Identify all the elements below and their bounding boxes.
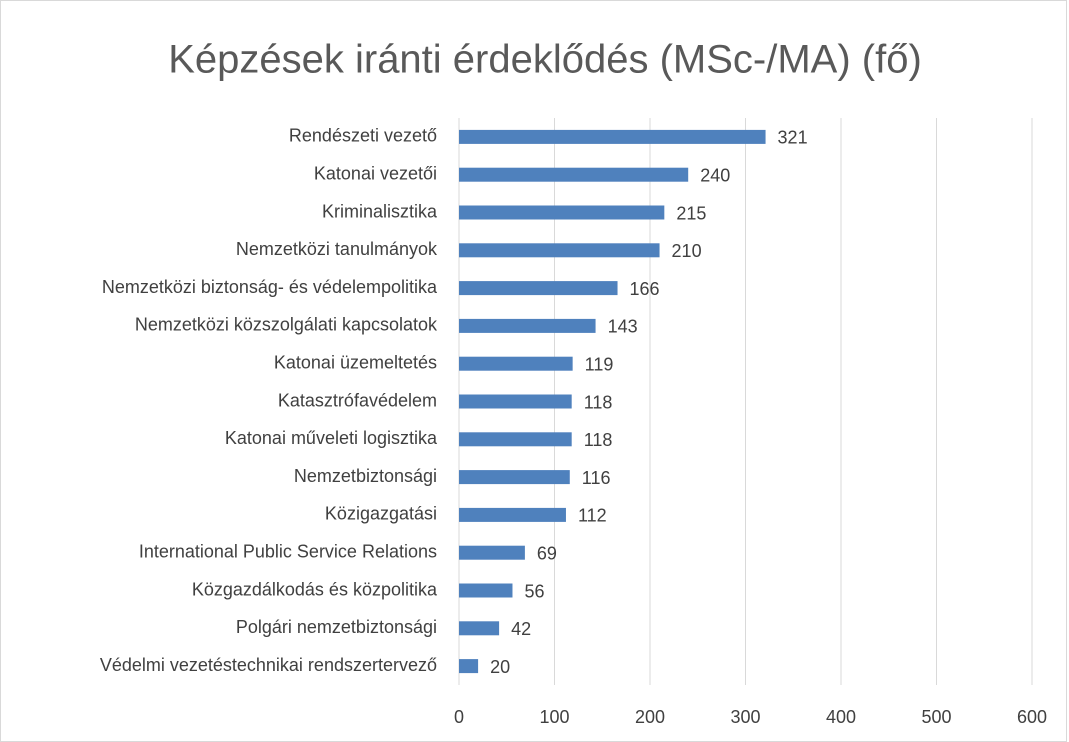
y-tick-label: Kriminalisztika [322,201,438,221]
y-tick-label: Katonai vezetői [314,163,437,183]
bar [459,432,572,447]
y-tick-label: Rendészeti vezető [289,126,437,146]
data-label: 321 [778,128,808,148]
y-tick-label: International Public Service Relations [139,541,437,561]
data-label: 69 [537,543,557,563]
y-tick-label: Közgazdálkodás és közpolitika [192,579,438,599]
bar [459,129,766,144]
data-label: 143 [608,317,638,337]
y-tick-label: Katasztrófavédelem [278,390,437,410]
x-tick-label: 400 [826,707,856,727]
x-tick-label: 200 [635,707,665,727]
data-label: 240 [700,165,730,185]
y-tick-label: Védelmi vezetéstechnikai rendszertervező [100,655,437,675]
bar [459,318,596,333]
bar [459,243,660,258]
x-tick-label: 100 [539,707,569,727]
chart-title: Képzések iránti érdeklődés (MSc-/MA) (fő… [168,38,922,82]
bar [459,205,665,220]
y-tick-label: Nemzetbiztonsági [294,466,437,486]
bar [459,659,479,674]
bar [459,545,525,560]
bar [459,583,513,598]
data-label: 116 [582,468,611,488]
y-tick-label: Polgári nemzetbiztonsági [236,617,437,637]
data-label: 118 [584,430,613,450]
x-tick-label: 0 [454,707,464,727]
data-label: 119 [585,354,614,374]
y-tick-label: Nemzetközi tanulmányok [236,239,438,259]
y-tick-label: Katonai műveleti logisztika [225,428,438,448]
bar [459,621,500,636]
bar [459,394,572,409]
bar [459,470,570,485]
data-label: 215 [676,203,706,223]
y-tick-label: Közigazgatási [325,504,437,524]
x-tick-label: 500 [921,707,951,727]
y-tick-label: Nemzetközi biztonság- és védelempolitika [102,277,438,297]
bar [459,281,618,296]
data-label: 166 [630,279,660,299]
bar [459,507,566,522]
data-label: 20 [490,657,510,677]
data-label: 210 [672,241,702,261]
bar [459,356,573,371]
data-label: 42 [511,619,531,639]
data-label: 118 [584,392,613,412]
data-label: 56 [524,581,544,601]
data-label: 112 [578,506,607,526]
bar [459,167,689,182]
y-tick-label: Nemzetközi közszolgálati kapcsolatok [135,315,438,335]
x-tick-label: 600 [1017,707,1047,727]
y-tick-label: Katonai üzemeltetés [274,352,437,372]
x-tick-label: 300 [730,707,760,727]
